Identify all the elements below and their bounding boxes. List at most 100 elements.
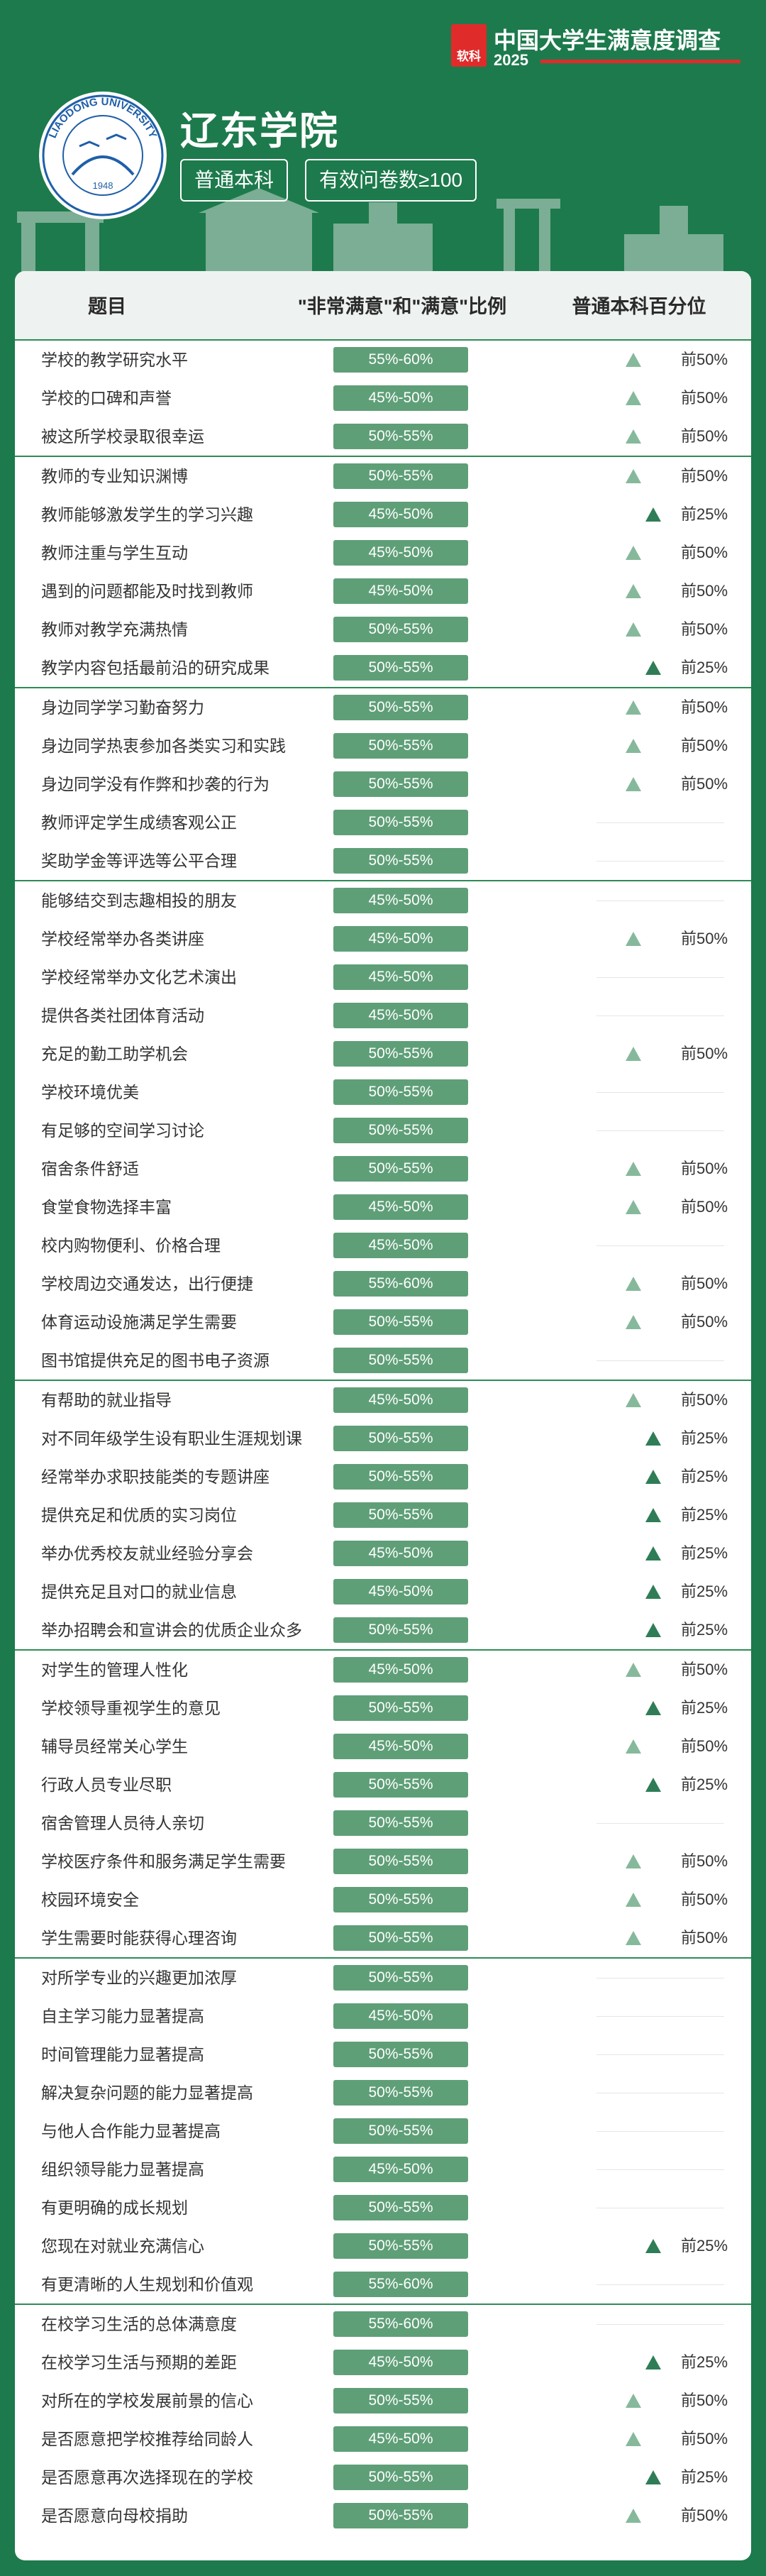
item-text: 宿舍管理人员待人亲切 [41, 1814, 204, 1832]
percentile-triangle [645, 1778, 661, 1792]
ratio-box: 45%-50% [333, 2350, 468, 2375]
table-row: 解决复杂问题的能力显著提高 50%-55% [15, 2074, 751, 2112]
table-row: 学校的教学研究水平 55%-60% 前50% [15, 341, 751, 379]
school-type-tag: 普通本科 [180, 159, 289, 202]
table-row: 提供充足和优质的实习岗位 50%-55% 前25% [15, 1496, 751, 1534]
percentile-triangle [626, 622, 641, 637]
ratio-box: 50%-55% [333, 1156, 468, 1182]
percentile-triangle [645, 507, 661, 522]
ratio-box: 50%-55% [333, 1810, 468, 1836]
table-row: 食堂食物选择丰富 45%-50% 前50% [15, 1188, 751, 1226]
ratio-box: 45%-50% [333, 1003, 468, 1028]
percentile-label: 前50% [681, 467, 728, 485]
percentile-triangle [645, 1701, 661, 1715]
percentile-label: 前50% [681, 1852, 728, 1870]
item-text: 身边同学没有作弊和抄袭的行为 [41, 775, 270, 793]
row-group: 对所学专业的兴趣更加浓厚 50%-55% 自主学习能力显著提高 45%-50% 时间管理… [15, 1957, 751, 2303]
ratio-box: 50%-55% [333, 733, 468, 759]
ratio-box: 45%-50% [333, 1194, 468, 1220]
ratio-box: 50%-55% [333, 1849, 468, 1874]
percentile-label: 前50% [681, 1391, 728, 1409]
percentile-triangle [626, 1047, 641, 1061]
percentile-label: 前50% [681, 775, 728, 793]
empty-percentile [596, 1360, 724, 1361]
table-row: 是否愿意向母校捐助 50%-55% 前50% [15, 2497, 751, 2535]
column-header: "非常满意"和"满意"比例 [297, 296, 507, 317]
empty-percentile [596, 861, 724, 862]
item-text: 行政人员专业尽职 [41, 1776, 172, 1794]
item-text: 体育运动设施满足学生需要 [41, 1313, 237, 1331]
percentile-label: 前50% [681, 1313, 728, 1331]
item-text: 奖助学金等评选等公平合理 [41, 852, 237, 870]
table-row: 时间管理能力显著提高 50%-55% [15, 2035, 751, 2074]
percentile-label: 前50% [681, 1160, 728, 1177]
table-row: 在校学习生活与预期的差距 45%-50% 前25% [15, 2343, 751, 2382]
percentile-label: 前25% [681, 659, 728, 676]
survey-year: 2025 [494, 51, 528, 69]
percentile-label: 前50% [681, 427, 728, 445]
table-row: 学校周边交通发达，出行便捷 55%-60% 前50% [15, 1265, 751, 1303]
percentile-label: 前25% [681, 2468, 728, 2486]
percentile-triangle [645, 1585, 661, 1599]
item-text: 身边同学学习勤奋努力 [41, 698, 204, 717]
ratio-box: 45%-50% [333, 1541, 468, 1566]
column-header: 题目 [88, 296, 126, 317]
percentile-triangle [626, 2394, 641, 2408]
table-row: 教师能够激发学生的学习兴趣 45%-50% 前25% [15, 495, 751, 534]
sample-note-tag: 有效问卷数≥100 [305, 159, 477, 202]
survey-title: 中国大学生满意度调查 [494, 28, 721, 53]
ratio-box: 50%-55% [333, 771, 468, 797]
ratio-box: 50%-55% [333, 1426, 468, 1451]
ratio-box: 45%-50% [333, 2157, 468, 2182]
item-text: 与他人合作能力显著提高 [41, 2122, 221, 2140]
table-row: 校内购物便利、价格合理 45%-50% [15, 1226, 751, 1265]
percentile-triangle [626, 1393, 641, 1407]
table-row: 与他人合作能力显著提高 50%-55% [15, 2112, 751, 2150]
empty-percentile [596, 2169, 724, 2170]
empty-percentile [596, 2284, 724, 2285]
percentile-triangle [626, 700, 641, 715]
ratio-box: 50%-55% [333, 695, 468, 720]
item-text: 教师对教学充满热情 [41, 620, 188, 639]
ratio-box: 45%-50% [333, 578, 468, 604]
table-row: 对不同年级学生设有职业生涯规划课 50%-55% 前25% [15, 1419, 751, 1458]
item-text: 被这所学校录取很幸运 [41, 427, 204, 446]
percentile-label: 前50% [681, 544, 728, 561]
percentile-label: 前50% [681, 1890, 728, 1908]
ratio-box: 50%-55% [333, 1348, 468, 1373]
ratio-box: 50%-55% [333, 1309, 468, 1335]
empty-percentile [596, 822, 724, 823]
ratio-box: 55%-60% [333, 2272, 468, 2297]
percentile-label: 前25% [681, 1699, 728, 1717]
item-text: 有更明确的成长规划 [41, 2198, 188, 2217]
school-logo: LIAODONG UNIVERSITY 1948 [39, 92, 167, 219]
ratio-box: 50%-55% [333, 2233, 468, 2259]
item-text: 举办招聘会和宣讲会的优质企业众多 [41, 1621, 302, 1639]
percentile-triangle [626, 2509, 641, 2523]
ratio-box: 45%-50% [333, 926, 468, 952]
percentile-label: 前25% [681, 1544, 728, 1562]
ratio-box: 45%-50% [333, 2003, 468, 2029]
percentile-triangle [626, 777, 641, 791]
ratio-box: 50%-55% [333, 463, 468, 489]
item-text: 校内购物便利、价格合理 [41, 1236, 221, 1255]
item-text: 时间管理能力显著提高 [41, 2045, 204, 2064]
item-text: 对所学专业的兴趣更加浓厚 [41, 1969, 237, 1987]
table-row: 教师的专业知识渊博 50%-55% 前50% [15, 457, 751, 495]
percentile-label: 前25% [681, 1429, 728, 1447]
percentile-triangle [645, 1431, 661, 1446]
table-row: 学生需要时能获得心理咨询 50%-55% 前50% [15, 1919, 751, 1957]
item-text: 对所在的学校发展前景的信心 [41, 2391, 253, 2410]
percentile-triangle [645, 2239, 661, 2253]
table-row: 身边同学热衷参加各类实习和实践 50%-55% 前50% [15, 727, 751, 765]
table-row: 举办优秀校友就业经验分享会 45%-50% 前25% [15, 1534, 751, 1573]
table-row: 有足够的空间学习讨论 50%-55% [15, 1111, 751, 1150]
table-row: 充足的勤工助学机会 50%-55% 前50% [15, 1035, 751, 1073]
row-group: 对学生的管理人性化 45%-50% 前50% 学校领导重视学生的意见 50%-55% 前2… [15, 1649, 751, 1957]
item-text: 学校的教学研究水平 [41, 351, 188, 369]
item-text: 图书馆提供充足的图书电子资源 [41, 1351, 270, 1370]
logo-year: 1948 [93, 180, 113, 191]
ratio-box: 45%-50% [333, 1387, 468, 1413]
row-group: 身边同学学习勤奋努力 50%-55% 前50% 身边同学热衷参加各类实习和实践 50%-… [15, 687, 751, 880]
percentile-label: 前50% [681, 1737, 728, 1755]
